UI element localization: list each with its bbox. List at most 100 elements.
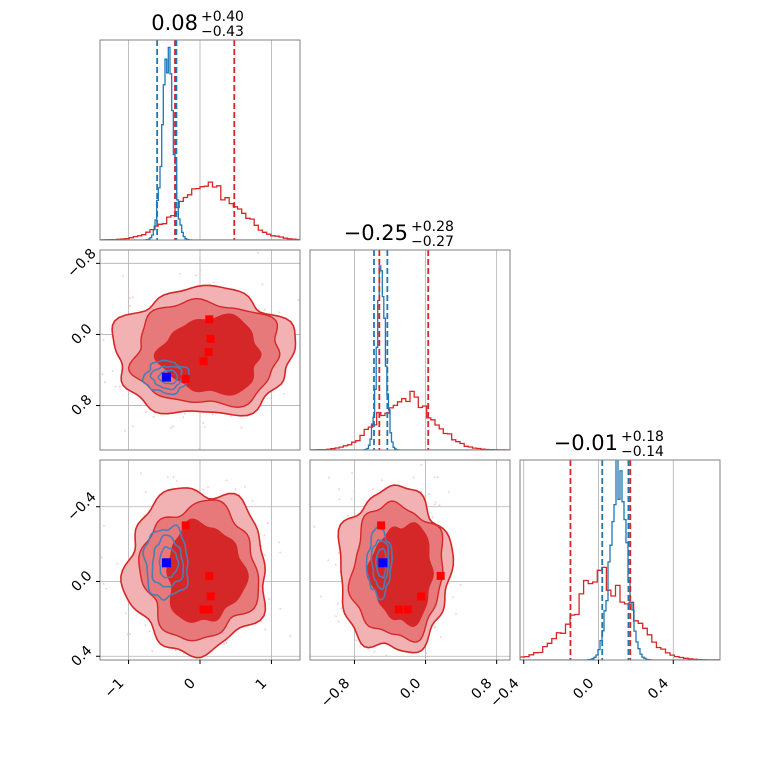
sample-point (283, 393, 286, 395)
sample-point (104, 381, 106, 384)
sample-point (420, 464, 423, 466)
x-tick-label: −1 (101, 676, 127, 702)
sample-point (434, 501, 437, 504)
title-plus: +0.40 (201, 9, 244, 25)
sample-point (144, 624, 147, 626)
panel-frame (99, 249, 301, 451)
sample-point (131, 296, 134, 298)
x-tick-label: 0.0 (397, 676, 424, 703)
sample-point (172, 425, 175, 428)
sample-point (353, 490, 356, 493)
contour-middle-blue (151, 534, 185, 588)
scatter-p0-p1-panel (99, 249, 301, 451)
sample-point (101, 373, 104, 376)
sample-point (207, 486, 209, 489)
sample-point (350, 498, 353, 500)
sample-point (125, 612, 127, 615)
panel-title: −0.01 +0.18−0.14 (554, 429, 664, 460)
sample-point (327, 559, 330, 562)
marker-blue-square (378, 558, 388, 568)
sample-point (127, 291, 130, 293)
sample-point (122, 274, 124, 277)
sample-point (114, 385, 117, 388)
title-minus: −0.27 (411, 234, 454, 250)
marker-red-square (417, 592, 426, 601)
panel-title: 0.08 +0.40−0.43 (151, 9, 244, 40)
x-tick-label: 0.4 (645, 675, 672, 702)
title-value: 0.08 (151, 11, 198, 35)
contour-inner-blue (158, 546, 180, 579)
contour-inner-blue (374, 547, 388, 579)
marker-red-square (181, 521, 190, 530)
sample-point (355, 639, 357, 642)
title-minus: −0.14 (621, 444, 664, 460)
sample-point (225, 479, 228, 482)
sample-point (439, 636, 442, 638)
scatter-p0-p2-panel (99, 459, 301, 661)
sample-point (451, 596, 454, 599)
marker-red-square (199, 357, 208, 366)
sample-point (289, 635, 292, 637)
sample-point (263, 308, 266, 311)
sample-point (266, 522, 269, 525)
sample-point (102, 339, 105, 341)
sample-point (144, 491, 147, 494)
contour-outer-blue (141, 359, 190, 396)
y-tick-label: 0.4 (68, 643, 95, 670)
histogram-blue (310, 265, 510, 450)
sample-point (438, 504, 441, 507)
sample-point (351, 472, 353, 474)
sample-point (100, 333, 103, 336)
sample-point (264, 628, 267, 631)
sample-point (174, 649, 177, 652)
sample-point (105, 587, 108, 590)
sample-point (434, 476, 436, 479)
y-tick-label: 0.0 (68, 568, 95, 595)
sample-point (433, 503, 436, 506)
histogram-blue (100, 46, 300, 240)
scatter-p0-p2-content (100, 472, 292, 659)
sample-point (100, 556, 103, 559)
sample-point (459, 583, 462, 586)
sample-point (151, 650, 154, 653)
sample-point (118, 385, 121, 388)
contour-middle-blue (370, 538, 390, 591)
marker-red-square (206, 334, 215, 343)
title-plus: +0.18 (621, 429, 664, 445)
sample-point (261, 283, 264, 286)
x-tick-label: 1 (253, 676, 271, 694)
sample-point (425, 652, 428, 655)
hist-p2-panel (519, 459, 721, 661)
panel-frame (99, 39, 301, 241)
sample-point (184, 412, 187, 415)
sample-point (152, 415, 155, 418)
sample-point (167, 476, 169, 478)
sample-point (338, 488, 340, 491)
sample-point (225, 641, 228, 644)
sample-point (129, 297, 131, 299)
title-minus: −0.43 (201, 24, 244, 40)
x-tick-label: −0.8 (318, 676, 353, 711)
scatter-p1-p2-content (313, 464, 462, 657)
y-tick-label: 0.8 (68, 392, 95, 419)
sample-point (172, 476, 175, 479)
sample-point (337, 552, 340, 554)
scatter-p0-p1-content (100, 252, 300, 450)
y-tick-label: −0.4 (64, 489, 99, 524)
sample-point (103, 525, 105, 527)
contour-inner-blue (157, 369, 179, 385)
marker-blue-square (161, 558, 171, 568)
x-tick-label: 0.0 (570, 676, 597, 703)
y-tick-label: −0.8 (64, 246, 99, 281)
histogram-red (100, 181, 300, 240)
histogram-blue (520, 460, 720, 660)
contour-outer-blue (142, 524, 189, 601)
sample-point (263, 534, 266, 536)
sample-point (347, 514, 349, 517)
sample-point (198, 447, 201, 450)
panel-titles: 0.08 +0.40−0.43−0.25 +0.28−0.27−0.01 +0.18−… (151, 9, 664, 460)
sample-point (260, 620, 263, 623)
sample-point (223, 643, 225, 645)
marker-red-square (394, 605, 403, 614)
